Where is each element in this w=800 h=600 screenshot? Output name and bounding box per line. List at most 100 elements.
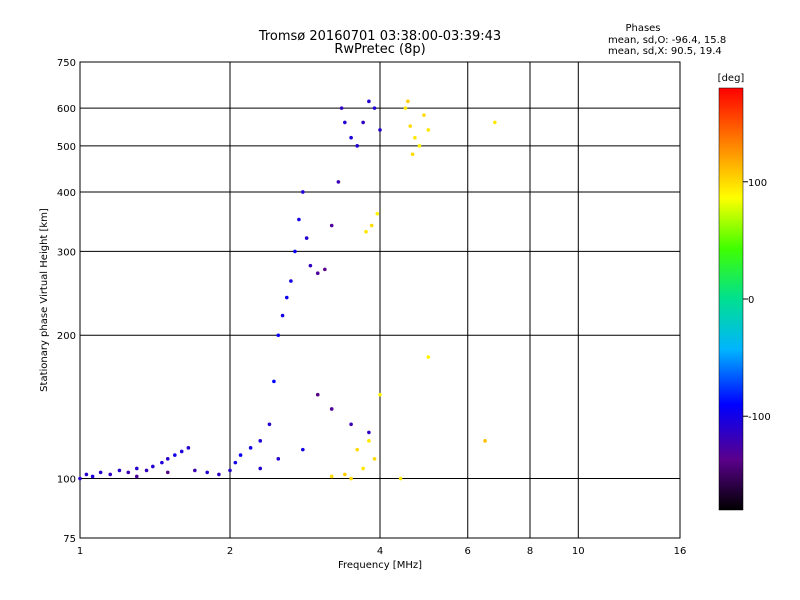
data-point [272, 379, 276, 384]
data-point [165, 470, 170, 475]
phases-heading: Phases [625, 23, 660, 34]
data-point [343, 120, 347, 125]
data-point [276, 333, 281, 338]
data-point [289, 279, 293, 283]
colorbar [718, 87, 744, 511]
data-point [417, 144, 422, 148]
x-tick-label: 16 [674, 546, 687, 557]
x-tick-label: 1 [77, 546, 83, 557]
data-point [205, 470, 209, 475]
data-points [78, 99, 497, 481]
data-point [315, 271, 320, 276]
data-point [422, 113, 426, 117]
colorbar-tick-label: 0 [748, 295, 754, 306]
y-tick-label: 100 [57, 475, 76, 486]
y-tick-label: 500 [57, 142, 76, 153]
y-tick-label: 600 [57, 104, 76, 115]
data-point [228, 468, 232, 473]
data-point [258, 439, 263, 443]
data-point [193, 468, 197, 473]
data-point [179, 449, 184, 454]
data-point [410, 152, 415, 157]
data-point [308, 263, 313, 268]
y-axis-label: Stationary phase Virtual Height [km] [39, 208, 50, 392]
chart-subtitle: RwPretec (8p) [334, 42, 425, 57]
data-point [361, 120, 365, 125]
data-point [355, 144, 359, 148]
data-point [134, 474, 139, 479]
data-point [98, 470, 103, 475]
x-tick-label: 2 [227, 546, 233, 557]
phases-line-o: mean, sd,O: -96.4, 15.8 [608, 35, 726, 46]
data-point [84, 472, 89, 477]
data-point [186, 446, 191, 450]
data-point [267, 422, 272, 427]
y-tick-label: 75 [63, 534, 76, 545]
colorbar-label: [deg] [718, 73, 745, 84]
data-point [165, 457, 170, 461]
grid-lines [80, 62, 680, 538]
y-tick-label: 300 [57, 247, 76, 258]
data-point [304, 236, 309, 240]
data-point [339, 106, 344, 110]
data-point [361, 466, 365, 471]
data-point [483, 439, 487, 443]
data-point [117, 468, 122, 473]
data-point [329, 474, 334, 479]
data-point [349, 422, 353, 427]
data-point [426, 128, 431, 132]
data-point [408, 124, 413, 128]
data-point [403, 106, 408, 110]
data-point [315, 392, 320, 397]
data-point [293, 249, 297, 254]
data-point [367, 439, 371, 443]
data-point [90, 474, 95, 479]
data-point [372, 106, 377, 110]
data-point [160, 460, 164, 465]
data-point [284, 295, 289, 300]
phases-line-x: mean, sd,X: 90.5, 19.4 [608, 46, 722, 57]
data-point [280, 313, 285, 318]
data-point [355, 447, 359, 452]
data-point [238, 453, 243, 457]
data-point [258, 466, 263, 471]
chart-title: Tromsø 20160701 03:38:00-03:39:43 [258, 29, 501, 44]
data-point [301, 447, 305, 452]
data-point [126, 470, 131, 475]
colorbar-tick-label: 100 [748, 178, 767, 189]
y-tick-label: 400 [57, 188, 76, 199]
data-point [413, 135, 417, 140]
x-tick-label: 6 [465, 546, 471, 557]
data-point [108, 472, 113, 477]
y-tick-label: 200 [57, 331, 76, 342]
data-point [248, 446, 253, 450]
data-point [378, 128, 382, 132]
data-point [378, 392, 382, 397]
x-tick-label: 10 [572, 546, 585, 557]
data-point [173, 453, 177, 457]
data-point [297, 217, 301, 222]
data-point [329, 223, 334, 228]
data-point [369, 223, 374, 228]
data-point [349, 476, 353, 481]
y-tick-label: 750 [57, 58, 76, 69]
data-point [375, 211, 380, 216]
data-point [367, 430, 371, 435]
data-point [329, 407, 334, 411]
data-point [343, 472, 347, 477]
data-point [367, 99, 371, 104]
colorbar-tick-label: -100 [748, 412, 771, 423]
data-point [426, 355, 431, 359]
x-tick-label: 4 [377, 546, 383, 557]
data-point [78, 476, 82, 481]
data-point [301, 190, 305, 194]
data-point [276, 457, 281, 461]
data-point [372, 457, 377, 461]
data-point [406, 99, 410, 104]
data-point [144, 468, 149, 473]
data-point [364, 229, 368, 234]
axis-ticks: 1 2 4 6 8 10 16 75 100 200 300 400 500 600 750 [57, 58, 686, 557]
data-point [398, 476, 403, 481]
data-point [217, 472, 221, 477]
